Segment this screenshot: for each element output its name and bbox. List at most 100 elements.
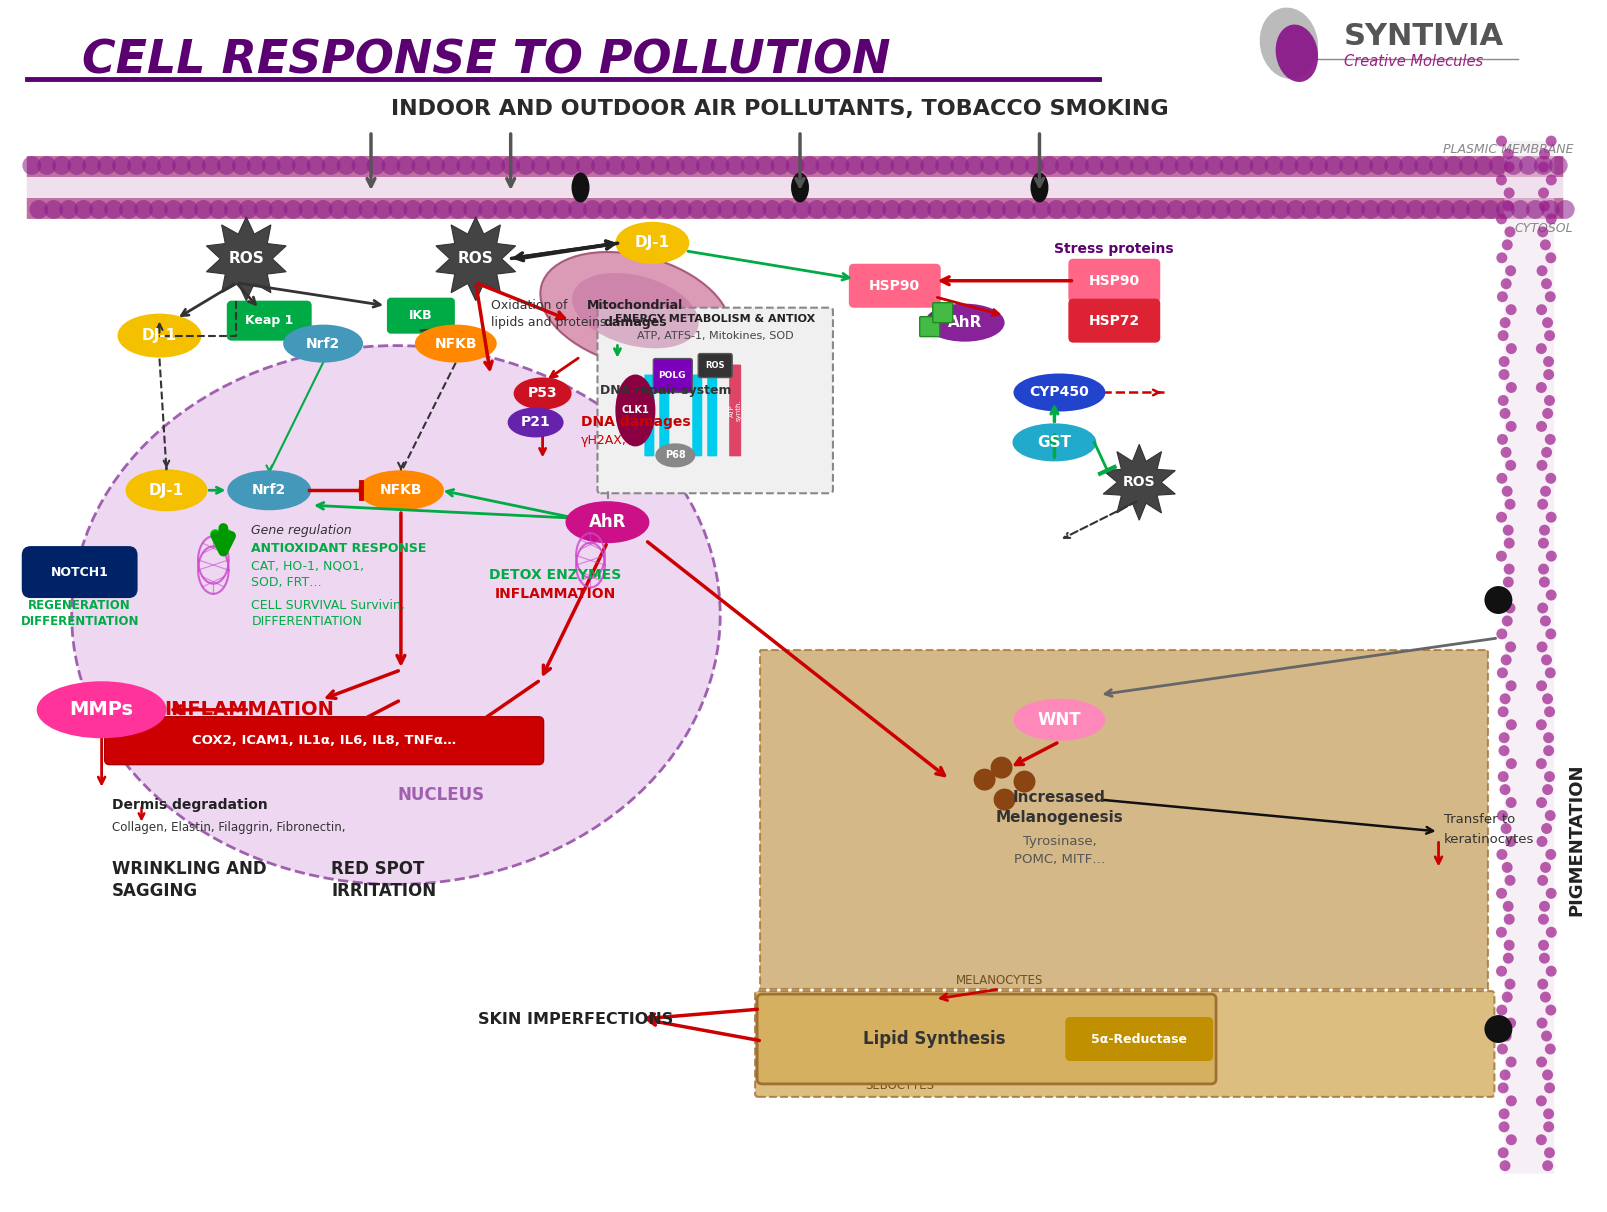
Text: DJ-1: DJ-1 xyxy=(149,482,183,498)
Circle shape xyxy=(1504,978,1514,990)
FancyBboxPatch shape xyxy=(1069,259,1159,302)
Circle shape xyxy=(635,156,654,175)
Circle shape xyxy=(1504,602,1514,613)
Circle shape xyxy=(1536,875,1548,886)
Circle shape xyxy=(336,156,355,175)
Circle shape xyxy=(1541,408,1552,419)
Circle shape xyxy=(321,156,341,175)
Text: DIFFERENTIATION: DIFFERENTIATION xyxy=(251,616,362,629)
Circle shape xyxy=(1544,1005,1556,1016)
Circle shape xyxy=(1525,200,1544,219)
Circle shape xyxy=(522,200,542,219)
Circle shape xyxy=(1498,356,1509,367)
FancyBboxPatch shape xyxy=(850,264,938,307)
Circle shape xyxy=(1498,1121,1509,1132)
Circle shape xyxy=(1499,654,1511,665)
Circle shape xyxy=(1339,156,1358,175)
Circle shape xyxy=(1538,901,1549,911)
Circle shape xyxy=(1504,836,1515,847)
Text: IRRITATION: IRRITATION xyxy=(331,882,435,901)
Circle shape xyxy=(927,200,945,219)
Circle shape xyxy=(1544,434,1554,445)
Text: RED SPOT: RED SPOT xyxy=(331,861,424,879)
FancyBboxPatch shape xyxy=(932,303,951,322)
Text: GST: GST xyxy=(1037,435,1070,450)
Circle shape xyxy=(1495,550,1506,561)
Text: MELANOCYTES: MELANOCYTES xyxy=(955,974,1043,987)
Circle shape xyxy=(299,200,317,219)
Circle shape xyxy=(1499,823,1511,834)
Circle shape xyxy=(561,156,580,175)
Text: Tyrosinase,: Tyrosinase, xyxy=(1022,835,1096,848)
Circle shape xyxy=(792,200,812,219)
Text: WRINKLING AND: WRINKLING AND xyxy=(111,861,267,879)
Circle shape xyxy=(845,156,865,175)
Circle shape xyxy=(516,156,535,175)
Circle shape xyxy=(1540,200,1559,219)
Circle shape xyxy=(553,200,572,219)
Circle shape xyxy=(1543,1108,1552,1120)
Text: SAGGING: SAGGING xyxy=(111,882,198,901)
Ellipse shape xyxy=(508,408,562,436)
Circle shape xyxy=(1504,421,1515,431)
Circle shape xyxy=(1498,732,1509,743)
Circle shape xyxy=(1480,200,1499,219)
Circle shape xyxy=(1536,1018,1546,1029)
Circle shape xyxy=(672,200,691,219)
Circle shape xyxy=(583,200,601,219)
Circle shape xyxy=(1504,459,1515,470)
Circle shape xyxy=(1495,966,1506,977)
Circle shape xyxy=(88,200,108,219)
Circle shape xyxy=(755,156,775,175)
Circle shape xyxy=(389,200,407,219)
Circle shape xyxy=(1495,927,1506,938)
Circle shape xyxy=(786,156,804,175)
Circle shape xyxy=(1504,265,1515,276)
Circle shape xyxy=(352,156,370,175)
Circle shape xyxy=(1543,1148,1554,1159)
Circle shape xyxy=(1504,680,1515,691)
Polygon shape xyxy=(435,217,516,301)
Circle shape xyxy=(1536,602,1548,613)
Circle shape xyxy=(96,156,116,175)
Circle shape xyxy=(628,200,646,219)
Circle shape xyxy=(1536,265,1546,276)
Circle shape xyxy=(397,156,415,175)
Circle shape xyxy=(866,200,885,219)
Circle shape xyxy=(381,156,400,175)
Circle shape xyxy=(717,200,736,219)
Circle shape xyxy=(1499,318,1509,328)
Circle shape xyxy=(1234,156,1252,175)
Ellipse shape xyxy=(37,682,166,737)
Text: DNA repair system: DNA repair system xyxy=(599,384,731,398)
Ellipse shape xyxy=(566,502,648,542)
Circle shape xyxy=(1541,318,1552,328)
Circle shape xyxy=(1181,200,1200,219)
Circle shape xyxy=(1543,745,1554,756)
Circle shape xyxy=(463,200,482,219)
Circle shape xyxy=(733,200,750,219)
Circle shape xyxy=(403,200,423,219)
Ellipse shape xyxy=(358,471,442,509)
Circle shape xyxy=(1496,1082,1507,1093)
Polygon shape xyxy=(206,217,286,301)
Circle shape xyxy=(1504,1096,1515,1107)
Circle shape xyxy=(1543,1082,1554,1093)
Polygon shape xyxy=(1102,445,1175,520)
Circle shape xyxy=(1495,888,1506,899)
Text: AhR: AhR xyxy=(947,315,982,330)
Circle shape xyxy=(112,156,130,175)
Text: ENERGY METABOLISM & ANTIOX: ENERGY METABOLISM & ANTIOX xyxy=(615,314,815,324)
Text: SKIN IMPERFECTIONS: SKIN IMPERFECTIONS xyxy=(477,1012,673,1027)
Circle shape xyxy=(164,200,183,219)
FancyBboxPatch shape xyxy=(644,375,654,457)
FancyBboxPatch shape xyxy=(697,354,731,377)
Circle shape xyxy=(1543,395,1554,406)
Text: DJ-1: DJ-1 xyxy=(141,328,177,343)
Circle shape xyxy=(1498,1108,1509,1120)
Circle shape xyxy=(1536,227,1548,238)
Circle shape xyxy=(440,156,460,175)
Circle shape xyxy=(1535,421,1546,431)
Circle shape xyxy=(1536,914,1548,925)
Circle shape xyxy=(546,156,564,175)
